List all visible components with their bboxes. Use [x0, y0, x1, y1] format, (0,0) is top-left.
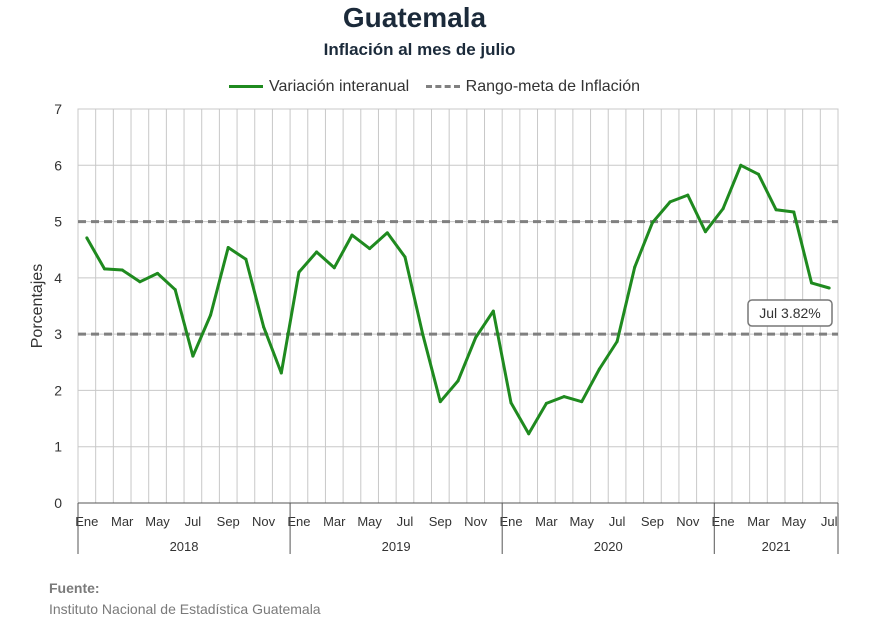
data-point	[456, 379, 460, 383]
data-point	[350, 233, 354, 237]
data-point	[544, 401, 548, 405]
x-tick-label: Jul	[185, 514, 202, 529]
y-tick-label: 0	[54, 495, 62, 511]
legend-label-series: Variación interanual	[268, 78, 410, 95]
y-axis-title: Porcentajes	[29, 264, 46, 349]
data-point	[792, 210, 796, 214]
data-point	[562, 395, 566, 399]
data-point	[703, 230, 707, 234]
series-line-variacion-interanual	[85, 163, 830, 436]
x-tick-label: Ene	[287, 514, 310, 529]
y-tick-label: 5	[54, 214, 62, 230]
x-tick-label: Ene	[712, 514, 735, 529]
data-point	[650, 221, 654, 225]
data-point	[85, 236, 89, 240]
data-point	[385, 231, 389, 235]
source-text: Instituto Nacional de Estadística Guatem…	[49, 601, 321, 617]
x-tick-label: Mar	[323, 514, 346, 529]
legend-item-series: Variación interanual	[228, 78, 410, 96]
data-point	[438, 400, 442, 404]
legend-swatch-line	[228, 85, 263, 89]
x-tick-label: Sep	[429, 514, 452, 529]
data-point	[756, 172, 760, 176]
data-point	[315, 250, 319, 254]
data-point	[209, 313, 213, 317]
data-point	[615, 339, 619, 343]
data-point	[332, 266, 336, 270]
legend-swatch-dash	[425, 85, 460, 89]
x-tick-label: Mar	[747, 514, 770, 529]
data-point	[597, 367, 601, 371]
data-point	[156, 271, 160, 275]
data-point	[103, 267, 107, 271]
year-label: 2018	[170, 539, 199, 554]
x-tick-label: Jul	[609, 514, 626, 529]
data-point	[527, 432, 531, 436]
chart-title: Guatemala	[342, 2, 487, 33]
data-point	[191, 354, 195, 358]
data-point	[686, 193, 690, 197]
x-tick-label: Nov	[464, 514, 488, 529]
data-point	[668, 200, 672, 204]
line-chart: 0 1 2 3 4 5 6 7 Ene Mar May Jul Sep Nov Ene Mar May Jul Se…	[29, 101, 839, 554]
y-tick-label: 4	[54, 270, 62, 286]
x-tick-label: May	[782, 514, 807, 529]
y-tick-label: 3	[54, 326, 62, 342]
y-tick-label: 6	[54, 157, 62, 173]
year-label: 2021	[762, 539, 791, 554]
data-point	[403, 255, 407, 259]
x-tick-label: Mar	[111, 514, 134, 529]
x-tick-label: Ene	[499, 514, 522, 529]
x-tick-label: May	[357, 514, 382, 529]
x-tick-label: Jul	[397, 514, 414, 529]
data-point	[262, 325, 266, 329]
data-point	[774, 208, 778, 212]
data-point	[809, 281, 813, 285]
data-point	[580, 400, 584, 404]
data-point	[279, 371, 283, 375]
data-point	[739, 163, 743, 167]
data-point	[421, 332, 425, 336]
y-tick-label: 7	[54, 101, 62, 117]
data-point	[633, 265, 637, 269]
legend-item-target: Rango-meta de Inflación	[425, 78, 640, 96]
legend-label-target: Rango-meta de Inflación	[465, 78, 640, 95]
year-label: 2019	[382, 539, 411, 554]
data-point	[827, 286, 831, 290]
year-label: 2020	[594, 539, 623, 554]
data-point	[721, 207, 725, 211]
x-tick-label: Sep	[217, 514, 240, 529]
data-point	[173, 288, 177, 292]
x-tick-label: May	[569, 514, 594, 529]
x-tick-label: Nov	[252, 514, 276, 529]
legend: Variación interanual Rango-meta de Infla…	[0, 78, 869, 96]
x-tick-label: Ene	[75, 514, 98, 529]
data-point	[244, 257, 248, 261]
annotation-box	[747, 299, 833, 327]
data-point	[491, 309, 495, 313]
source-label: Fuente:	[49, 580, 100, 596]
x-tick-label: Sep	[641, 514, 664, 529]
x-tick-label: Mar	[535, 514, 558, 529]
data-point	[226, 245, 230, 249]
x-tick-label: May	[145, 514, 170, 529]
x-tick-label: Jul	[821, 514, 838, 529]
data-point	[138, 280, 142, 284]
chart-subtitle: Inflación al mes de julio	[323, 40, 516, 59]
plot-area-border	[77, 108, 839, 504]
x-tick-label: Nov	[676, 514, 700, 529]
data-point	[120, 268, 124, 272]
annotation-label: Jul 3.82%	[759, 305, 820, 321]
data-point	[474, 336, 478, 340]
data-point	[297, 270, 301, 274]
data-point	[509, 401, 513, 405]
data-point	[368, 247, 372, 251]
y-tick-label: 1	[54, 439, 62, 455]
y-tick-label: 2	[54, 382, 62, 398]
